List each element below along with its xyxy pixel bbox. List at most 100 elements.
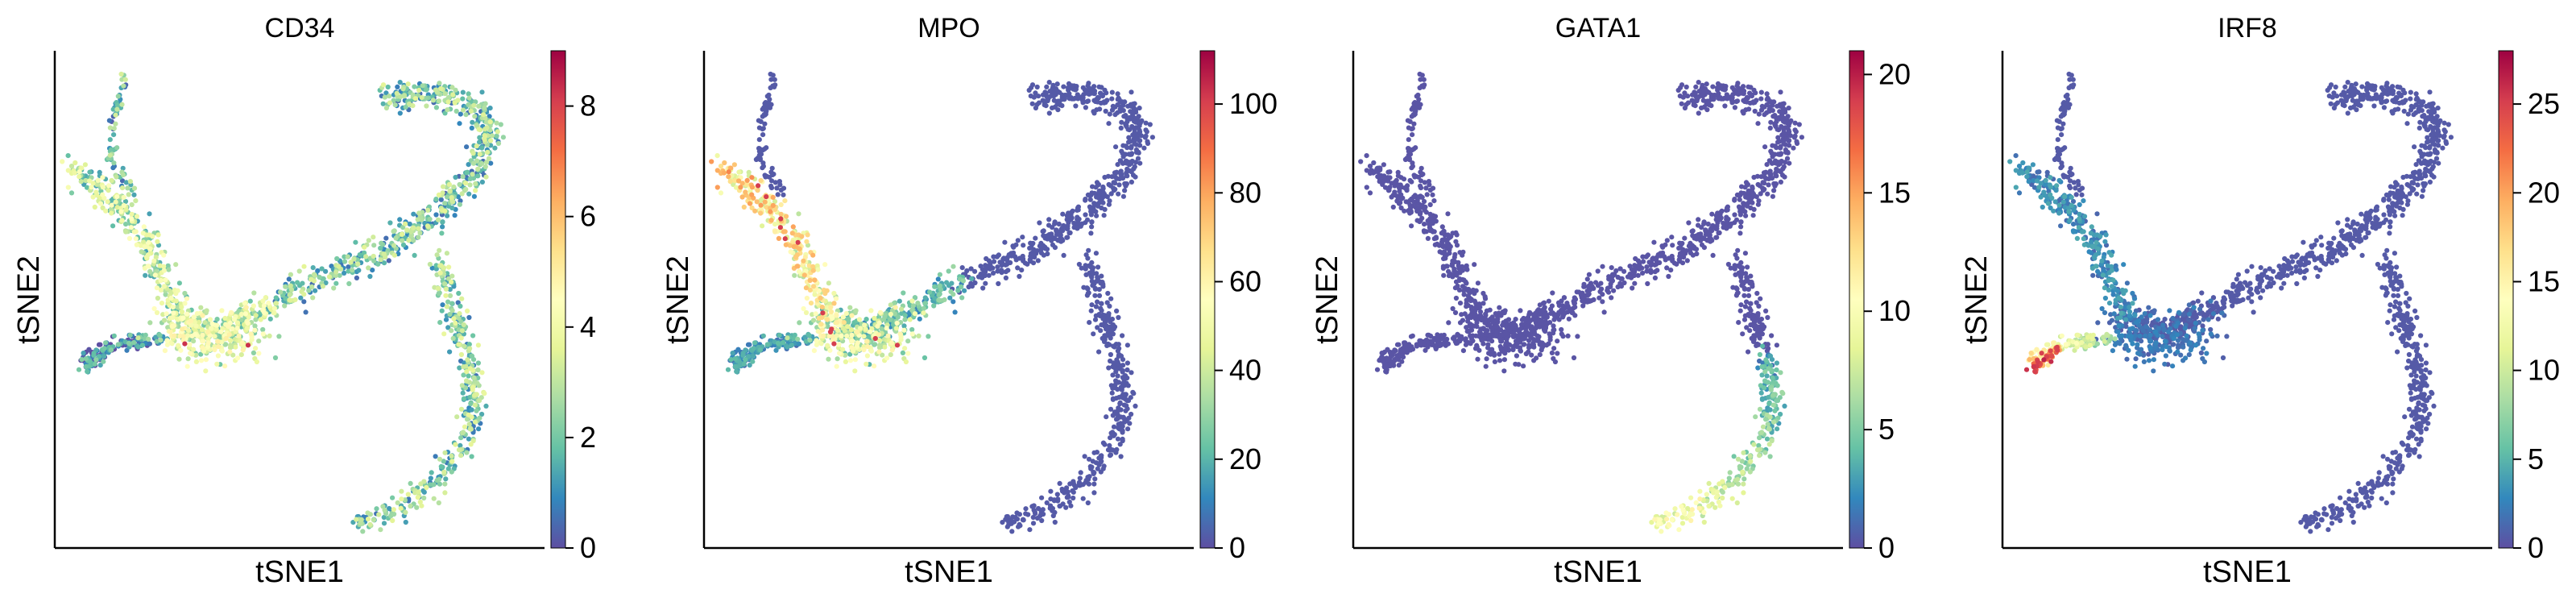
scatter-point	[808, 301, 814, 306]
scatter-point	[840, 347, 846, 352]
scatter-point	[732, 363, 738, 369]
scatter-point	[826, 356, 831, 362]
scatter-point	[271, 310, 277, 316]
scatter-point	[135, 344, 141, 350]
scatter-point	[1020, 235, 1025, 240]
scatter-point	[172, 333, 177, 338]
scatter-point	[313, 288, 318, 293]
scatter-point	[758, 202, 764, 208]
scatter-point	[1110, 331, 1116, 337]
scatter-point	[901, 290, 906, 296]
scatter-point	[1103, 318, 1108, 324]
scatter-point	[991, 259, 997, 264]
scatter-point	[1690, 233, 1696, 239]
scatter-point	[123, 180, 129, 185]
scatter-point	[489, 133, 495, 139]
scatter-point	[1387, 175, 1393, 181]
scatter-point	[736, 169, 742, 175]
scatter-point	[834, 313, 839, 318]
scatter-point	[1440, 265, 1446, 271]
scatter-point	[204, 308, 209, 313]
scatter-point	[1025, 512, 1031, 517]
scatter-point	[453, 108, 459, 114]
scatter-point	[445, 99, 451, 105]
scatter-point	[253, 313, 259, 318]
scatter-point	[375, 261, 381, 267]
scatter-point	[1684, 102, 1689, 107]
scatter-point	[828, 309, 835, 314]
scatter-point	[1020, 253, 1025, 259]
scatter-point	[916, 333, 921, 338]
scatter-point	[1087, 474, 1092, 480]
scatter-point	[806, 332, 812, 338]
scatter-point	[182, 290, 188, 297]
scatter-point	[387, 100, 392, 106]
scatter-point	[392, 102, 398, 108]
scatter-point	[72, 170, 77, 176]
scatter-point	[214, 361, 220, 367]
scatter-point	[433, 87, 439, 93]
scatter-point	[1116, 182, 1122, 188]
scatter-point	[179, 309, 185, 314]
scatter-point	[79, 357, 85, 363]
scatter-point	[424, 484, 429, 491]
scatter-point	[445, 213, 450, 218]
scatter-point	[932, 284, 938, 289]
scatter-point	[173, 298, 179, 304]
scatter-point	[1030, 521, 1037, 526]
scatter-point	[752, 208, 758, 214]
scatter-point	[1034, 102, 1040, 107]
scatter-point	[1409, 106, 1414, 112]
scatter-point	[1122, 188, 1128, 193]
scatter-point	[1116, 191, 1121, 197]
scatter-point	[150, 234, 155, 239]
scatter-point	[429, 470, 434, 475]
scatter-point	[1410, 132, 1415, 138]
scatter-point	[133, 229, 139, 235]
colorbar-tick-label: 0	[580, 531, 596, 564]
scatter-point	[1418, 178, 1424, 184]
scatter-point	[1682, 90, 1688, 96]
scatter-point	[833, 296, 839, 301]
scatter-point	[482, 133, 488, 139]
scatter-point	[458, 335, 464, 341]
scatter-point	[1758, 96, 1764, 102]
scatter-point	[915, 301, 921, 306]
scatter-point	[78, 179, 84, 185]
scatter-point	[143, 272, 148, 278]
scatter-point	[482, 101, 488, 106]
scatter-point	[400, 238, 405, 243]
scatter-point	[1120, 438, 1125, 444]
scatter-point	[841, 320, 847, 326]
scatter-point	[1133, 119, 1139, 125]
scatter-point	[178, 347, 184, 353]
scatter-point	[419, 95, 425, 101]
scatter-point	[885, 333, 891, 338]
scatter-point	[458, 453, 464, 459]
scatter-point	[205, 330, 211, 335]
scatter-point	[1778, 89, 1783, 95]
scatter-point	[852, 368, 858, 374]
scatter-point	[466, 162, 471, 168]
scatter-point	[852, 357, 858, 363]
scatter-point	[303, 309, 309, 315]
scatter-point	[1050, 242, 1056, 247]
scatter-point	[1078, 470, 1083, 475]
scatter-point	[740, 352, 746, 358]
scatter-point	[762, 121, 768, 127]
scatter-point	[903, 359, 909, 365]
scatter-point	[358, 517, 364, 522]
scatter-point	[164, 311, 169, 317]
scatter-point	[1047, 505, 1053, 511]
scatter-point	[222, 315, 228, 322]
scatter-point	[87, 178, 93, 184]
scatter-point	[1773, 158, 1779, 164]
scatter-point	[1003, 262, 1008, 268]
scatter-point	[1136, 150, 1141, 156]
scatter-point	[441, 184, 446, 189]
scatter-point	[371, 243, 377, 248]
scatter-point	[876, 332, 881, 338]
scatter-point	[770, 73, 776, 78]
scatter-point	[106, 118, 112, 123]
scatter-point	[200, 313, 205, 318]
